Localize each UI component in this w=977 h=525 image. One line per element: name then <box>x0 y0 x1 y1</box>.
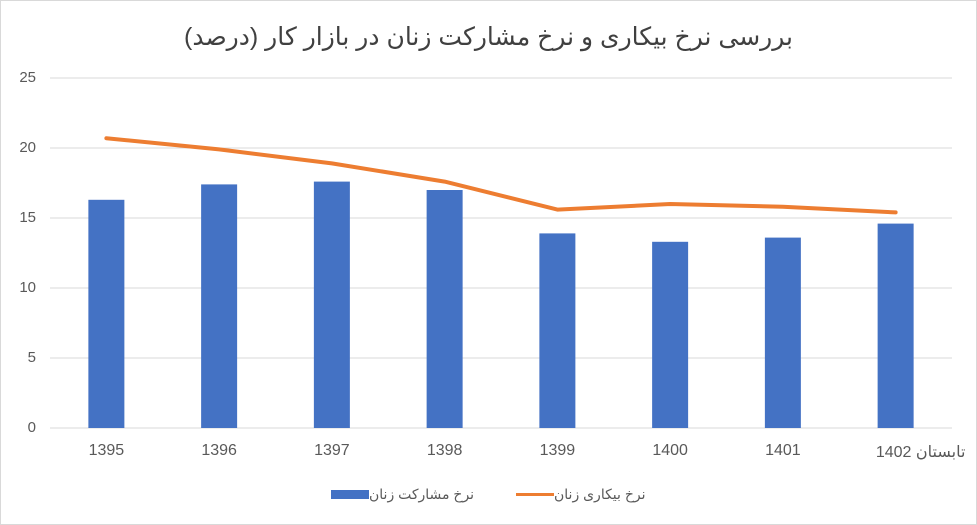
bar <box>426 190 463 428</box>
y-tick-label: 20 <box>19 139 36 156</box>
y-tick-label: 10 <box>19 279 36 296</box>
legend-swatch-bar <box>331 490 369 499</box>
x-tick-label: 1396 <box>201 442 237 459</box>
x-tick-label: 1398 <box>426 442 463 459</box>
y-tick-label: 25 <box>19 69 36 86</box>
line-series <box>104 136 898 215</box>
legend-swatch-line <box>516 493 554 496</box>
legend-label-unemployment: نرخ بیکاری زنان <box>554 486 646 502</box>
bar <box>877 223 914 428</box>
bar <box>652 241 689 428</box>
bar <box>764 237 801 428</box>
x-tick-label: 1401 <box>765 442 801 459</box>
y-tick-label: 0 <box>27 419 36 436</box>
bar <box>313 181 350 428</box>
legend-item-unemployment: نرخ بیکاری زنان <box>510 486 645 503</box>
chart-title: بررسی نرخ بیکاری و نرخ مشارکت زنان در با… <box>184 23 793 51</box>
x-tick-label: 1400 <box>652 442 688 459</box>
legend-label-participation: نرخ مشارکت زنان <box>369 486 475 502</box>
y-tick-label: 15 <box>19 209 36 226</box>
y-tick-label: 5 <box>27 349 36 366</box>
bar <box>201 184 238 428</box>
x-tick-label: 1399 <box>539 442 576 459</box>
x-tick-label: 1397 <box>314 442 350 459</box>
bar <box>539 233 576 428</box>
bar <box>88 199 125 428</box>
x-tick-label: تابستان 1402 <box>875 444 966 461</box>
x-tick-label: 1395 <box>88 442 125 459</box>
legend-item-participation: نرخ مشارکت زنان <box>325 486 474 503</box>
